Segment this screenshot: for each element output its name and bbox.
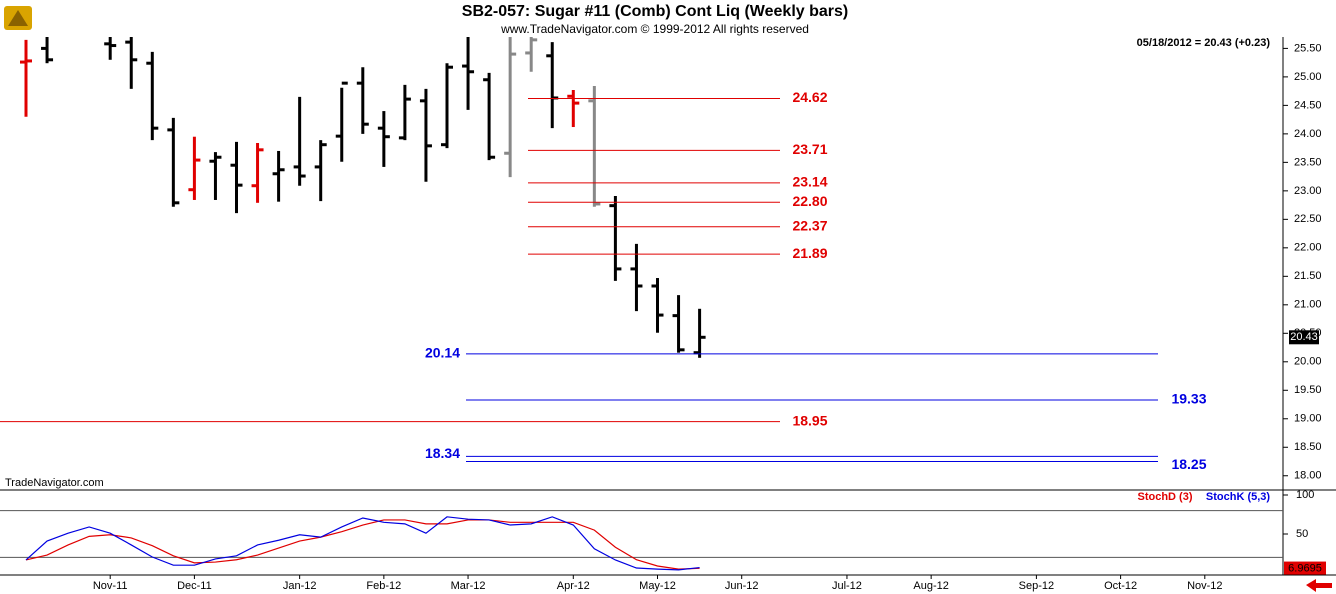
x-tick-label: Oct-12 (1104, 580, 1137, 592)
x-tick-label: Nov-12 (1187, 580, 1222, 592)
x-tick-label: Mar-12 (451, 580, 486, 592)
price-panel (0, 37, 1158, 463)
x-tick-label: Dec-11 (177, 580, 212, 592)
legend-entry: StochD (3) (1138, 491, 1193, 503)
level-label: 23.71 (792, 141, 827, 157)
last-price-label: 20.43 (1290, 331, 1318, 343)
last-value-label: 6.9695 (1288, 562, 1322, 574)
y-tick-label: 50 (1296, 528, 1308, 540)
x-tick-label: Aug-12 (913, 580, 948, 592)
overlay: 18.0018.5019.0019.5020.0020.5021.0021.50… (93, 42, 1322, 592)
stoch-line (25, 516, 700, 571)
y-tick-label: 24.00 (1294, 128, 1322, 140)
x-tick-label: Jun-12 (725, 580, 759, 592)
header-quote: 05/18/2012 = 20.43 (+0.23) (1137, 37, 1271, 49)
x-tick-label: Nov-11 (93, 580, 128, 592)
x-tick-label: Sep-12 (1019, 580, 1054, 592)
chart-title: SB2-057: Sugar #11 (Comb) Cont Liq (Week… (462, 3, 848, 20)
y-tick-label: 22.00 (1294, 242, 1322, 254)
y-tick-label: 19.50 (1294, 384, 1322, 396)
x-tick-label: Jan-12 (283, 580, 317, 592)
y-tick-label: 23.50 (1294, 156, 1322, 168)
y-tick-label: 100 (1296, 489, 1314, 501)
x-tick-label: Apr-12 (557, 580, 590, 592)
stochastic-panel: 50 100 StochD (3) StochK (5,3) 6.9695 (0, 489, 1326, 575)
y-tick-label: 20.00 (1294, 356, 1322, 368)
y-tick-label: 25.00 (1294, 71, 1322, 83)
level-label: 24.62 (792, 89, 827, 105)
last-price-box (1289, 330, 1319, 345)
level-label: 23.14 (792, 174, 827, 190)
chart-subtitle: www.TradeNavigator.com © 1999-2012 All r… (500, 22, 809, 36)
y-tick-label: 24.50 (1294, 99, 1322, 111)
y-tick-label: 25.50 (1294, 42, 1322, 54)
level-label: 18.34 (425, 445, 460, 461)
y-tick-label: 21.50 (1294, 270, 1322, 282)
x-tick-label: May-12 (639, 580, 676, 592)
level-label: 19.33 (1171, 391, 1206, 407)
level-label: 20.14 (425, 345, 460, 361)
last-value-box (1284, 561, 1326, 575)
stoch-line (25, 519, 700, 570)
x-tick-label: Feb-12 (366, 580, 401, 592)
x-tick-label: Jul-12 (832, 580, 862, 592)
y-tick-label: 19.00 (1294, 413, 1322, 425)
watermark: TradeNavigator.com (5, 477, 104, 489)
level-label: 18.95 (792, 412, 827, 428)
level-label: 21.89 (792, 245, 827, 261)
logo (4, 6, 32, 30)
level-label: 22.80 (792, 193, 827, 209)
legend-entry: StochK (5,3) (1206, 491, 1271, 503)
y-tick-label: 21.00 (1294, 299, 1322, 311)
y-tick-label: 23.00 (1294, 185, 1322, 197)
level-label: 22.37 (792, 217, 827, 233)
y-tick-label: 18.00 (1294, 470, 1322, 482)
scroll-arrow[interactable] (1306, 579, 1332, 592)
y-tick-label: 18.50 (1294, 441, 1322, 453)
level-label: 18.25 (1171, 456, 1206, 472)
y-tick-label: 22.50 (1294, 213, 1322, 225)
